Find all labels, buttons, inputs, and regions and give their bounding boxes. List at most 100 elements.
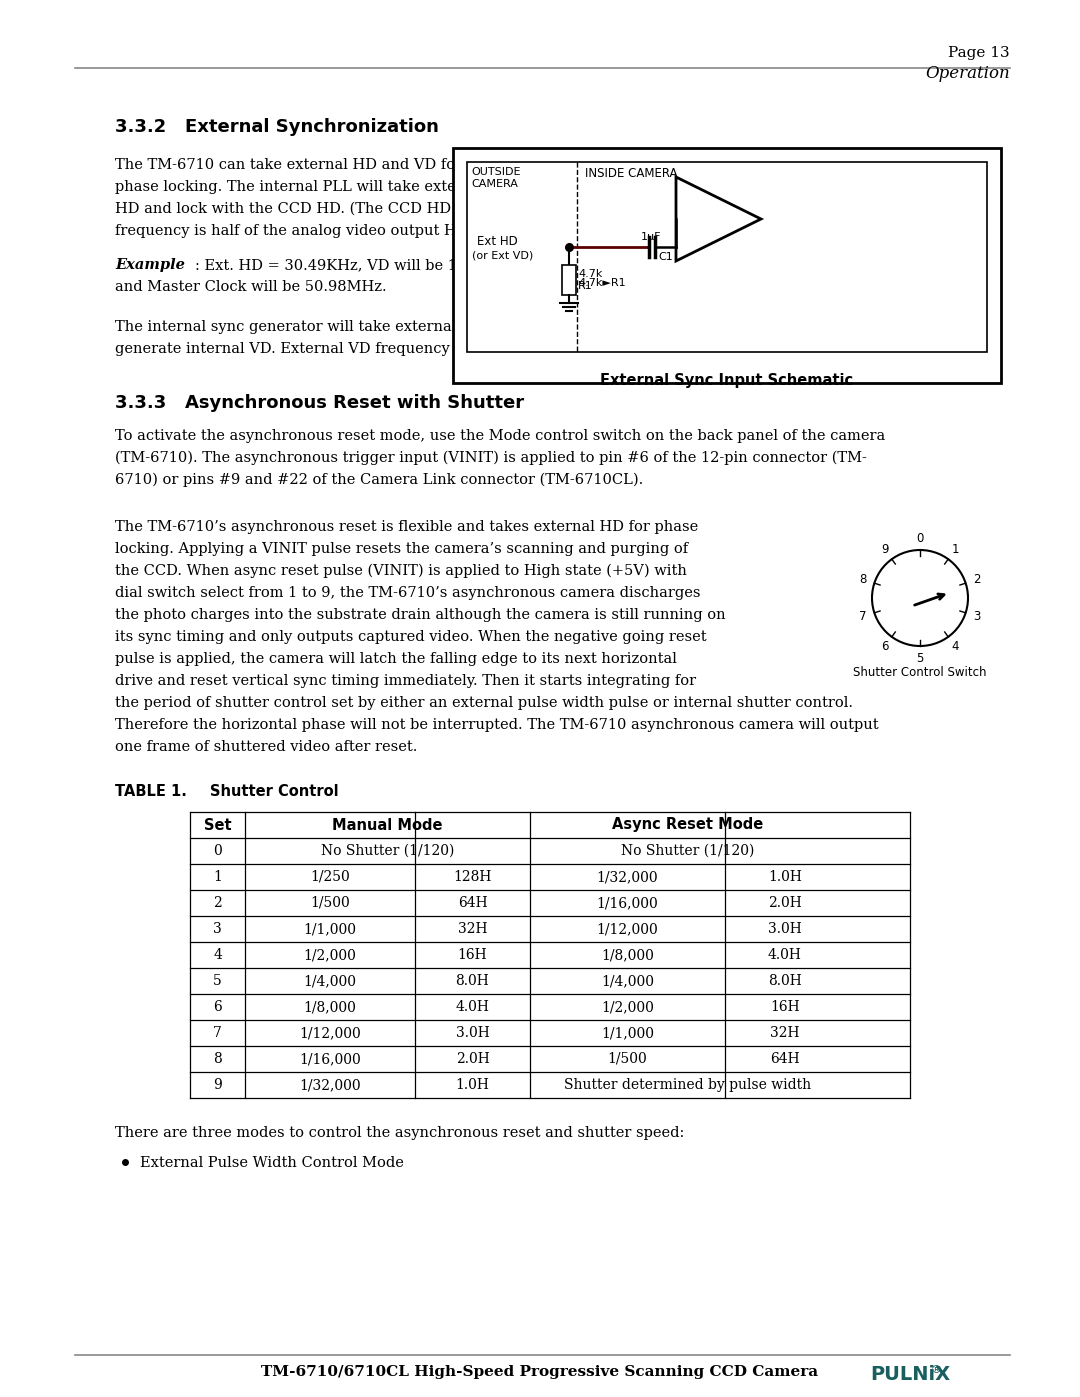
Text: 64H: 64H [458, 895, 487, 909]
Text: 1/250: 1/250 [310, 870, 350, 884]
Text: 8.0H: 8.0H [768, 974, 801, 988]
Text: its sync timing and only outputs captured video. When the negative going reset: its sync timing and only outputs capture… [114, 630, 706, 644]
Text: To activate the asynchronous reset mode, use the Mode control switch on the back: To activate the asynchronous reset mode,… [114, 429, 886, 443]
Text: drive and reset vertical sync timing immediately. Then it starts integrating for: drive and reset vertical sync timing imm… [114, 673, 697, 687]
Text: 128H: 128H [454, 870, 491, 884]
Text: 4.0H: 4.0H [768, 949, 802, 963]
Text: the photo charges into the substrate drain although the camera is still running : the photo charges into the substrate dra… [114, 608, 726, 622]
Text: 3: 3 [973, 610, 981, 623]
Text: 0: 0 [916, 531, 923, 545]
Text: ®: ® [930, 1365, 941, 1375]
Text: 2: 2 [213, 895, 221, 909]
Text: Manual Mode: Manual Mode [333, 817, 443, 833]
Text: 1/500: 1/500 [310, 895, 350, 909]
Text: 3: 3 [213, 922, 221, 936]
Text: 4.7k►R1: 4.7k►R1 [578, 278, 625, 288]
Text: 3.3.3   Asynchronous Reset with Shutter: 3.3.3 Asynchronous Reset with Shutter [114, 394, 524, 412]
Text: 5: 5 [916, 651, 923, 665]
Text: OUTSIDE
CAMERA: OUTSIDE CAMERA [471, 168, 521, 190]
Text: 5: 5 [213, 974, 221, 988]
Text: TM-6710/6710CL High-Speed Progressive Scanning CCD Camera: TM-6710/6710CL High-Speed Progressive Sc… [261, 1365, 819, 1379]
Text: 1/12,000: 1/12,000 [299, 1025, 361, 1039]
Text: 2.0H: 2.0H [456, 1052, 489, 1066]
Text: 8: 8 [860, 573, 866, 585]
Text: 8: 8 [213, 1052, 221, 1066]
Text: the CCD. When async reset pulse (VINIT) is applied to High state (+5V) with: the CCD. When async reset pulse (VINIT) … [114, 564, 687, 578]
Text: 8.0H: 8.0H [456, 974, 489, 988]
Bar [467, 162, 987, 352]
Text: Example: Example [114, 258, 185, 272]
Text: 4.7k: 4.7k [578, 270, 603, 279]
Text: 6: 6 [213, 1000, 221, 1014]
Text: 1.0H: 1.0H [768, 870, 802, 884]
Text: 1/1,000: 1/1,000 [303, 922, 356, 936]
Text: 4: 4 [213, 949, 221, 963]
Text: 3.0H: 3.0H [768, 922, 801, 936]
Text: : Ext. HD = 30.49KHz, VD will be 120Hz: : Ext. HD = 30.49KHz, VD will be 120Hz [195, 258, 496, 272]
Text: generate internal VD. External VD frequency should be the same as the frame rate: generate internal VD. External VD freque… [114, 342, 735, 356]
Text: 1/4,000: 1/4,000 [600, 974, 654, 988]
Text: pulse is applied, the camera will latch the falling edge to its next horizontal: pulse is applied, the camera will latch … [114, 652, 677, 666]
Text: 1.0H: 1.0H [456, 1078, 489, 1092]
Text: 0: 0 [213, 844, 221, 858]
Text: 2.0H: 2.0H [768, 895, 801, 909]
Text: Ext HD: Ext HD [477, 235, 517, 249]
Text: 1/1,000: 1/1,000 [600, 1025, 654, 1039]
Text: The TM-6710’s asynchronous reset is flexible and takes external HD for phase: The TM-6710’s asynchronous reset is flex… [114, 520, 699, 534]
Text: External Pulse Width Control Mode: External Pulse Width Control Mode [140, 1155, 404, 1171]
Text: 1/2,000: 1/2,000 [602, 1000, 653, 1014]
Text: 1/32,000: 1/32,000 [299, 1078, 361, 1092]
Text: 4.0H: 4.0H [456, 1000, 489, 1014]
Text: No Shutter (1/120): No Shutter (1/120) [321, 844, 455, 858]
Text: 6: 6 [881, 640, 889, 652]
Text: 3.3.2   External Synchronization: 3.3.2 External Synchronization [114, 117, 438, 136]
Text: 64H: 64H [770, 1052, 800, 1066]
Text: 9: 9 [213, 1078, 221, 1092]
Text: 1/4,000: 1/4,000 [303, 974, 356, 988]
Text: (TM-6710). The asynchronous trigger input (VINIT) is applied to pin #6 of the 12: (TM-6710). The asynchronous trigger inpu… [114, 451, 867, 465]
Text: PULNiX: PULNiX [870, 1365, 950, 1384]
Text: INSIDE CAMERA: INSIDE CAMERA [585, 168, 677, 180]
Text: The TM-6710 can take external HD and VD for: The TM-6710 can take external HD and VD … [114, 158, 462, 172]
Text: 1/16,000: 1/16,000 [299, 1052, 361, 1066]
Text: The internal sync generator will take external VD to: The internal sync generator will take ex… [114, 320, 503, 334]
Text: phase locking. The internal PLL will take external: phase locking. The internal PLL will tak… [114, 180, 486, 194]
Text: one frame of shuttered video after reset.: one frame of shuttered video after reset… [114, 740, 417, 754]
Text: 3.0H: 3.0H [456, 1025, 489, 1039]
Text: 1: 1 [951, 543, 959, 556]
Text: frequency is half of the analog video output HD.): frequency is half of the analog video ou… [114, 224, 478, 239]
Text: 16H: 16H [770, 1000, 800, 1014]
Text: 1/8,000: 1/8,000 [303, 1000, 356, 1014]
Text: 1: 1 [213, 870, 221, 884]
Text: Shutter determined by pulse width: Shutter determined by pulse width [564, 1078, 811, 1092]
Text: 32H: 32H [458, 922, 487, 936]
Text: External Sync Input Schematic: External Sync Input Schematic [600, 373, 853, 388]
Text: Shutter Control: Shutter Control [210, 784, 339, 799]
Text: Page 13: Page 13 [948, 46, 1010, 60]
Text: 1/8,000: 1/8,000 [602, 949, 653, 963]
Text: 1/2,000: 1/2,000 [303, 949, 356, 963]
Text: No Shutter (1/120): No Shutter (1/120) [621, 844, 754, 858]
Text: 7: 7 [213, 1025, 221, 1039]
Text: 4: 4 [951, 640, 959, 652]
Text: 16H: 16H [458, 949, 487, 963]
Text: dial switch select from 1 to 9, the TM-6710’s asynchronous camera discharges: dial switch select from 1 to 9, the TM-6… [114, 585, 701, 599]
Text: locking. Applying a VINIT pulse resets the camera’s scanning and purging of: locking. Applying a VINIT pulse resets t… [114, 542, 688, 556]
Text: (or Ext VD): (or Ext VD) [472, 250, 534, 260]
Text: Therefore the horizontal phase will not be interrupted. The TM-6710 asynchronous: Therefore the horizontal phase will not … [114, 718, 879, 732]
Text: 1μF: 1μF [642, 232, 661, 242]
Text: There are three modes to control the asynchronous reset and shutter speed:: There are three modes to control the asy… [114, 1126, 685, 1140]
Text: 2: 2 [973, 573, 981, 585]
Bar [190, 812, 910, 1098]
Text: 32H: 32H [770, 1025, 800, 1039]
Text: HD and lock with the CCD HD. (The CCD HD: HD and lock with the CCD HD. (The CCD HD [114, 203, 451, 217]
Text: 1/16,000: 1/16,000 [596, 895, 659, 909]
Text: the period of shutter control set by either an external pulse width pulse or int: the period of shutter control set by eit… [114, 696, 853, 710]
Text: 9: 9 [881, 543, 889, 556]
Text: 1/12,000: 1/12,000 [596, 922, 659, 936]
Text: 7: 7 [860, 610, 866, 623]
Text: 1/500: 1/500 [608, 1052, 647, 1066]
Text: R1: R1 [578, 281, 593, 291]
Text: Operation: Operation [926, 66, 1010, 82]
Bar [562, 265, 576, 295]
